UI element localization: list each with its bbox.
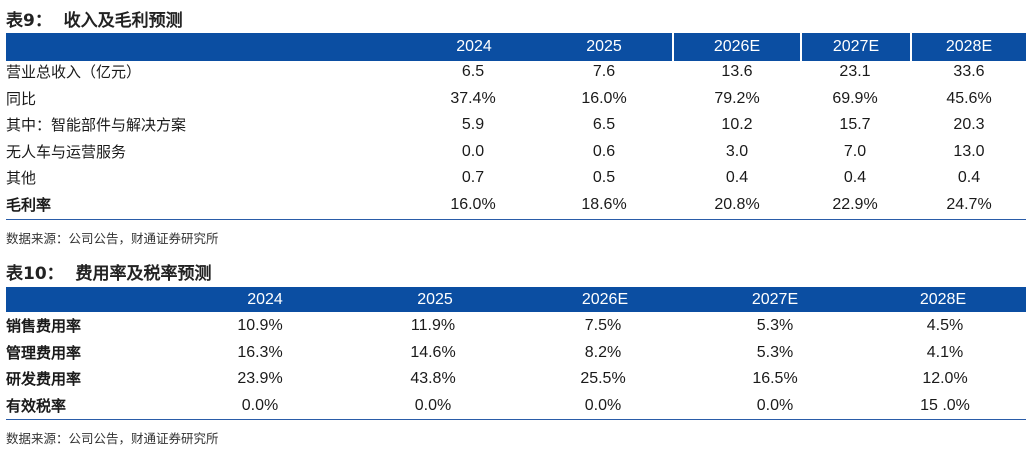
row-label: 其他 [6,169,37,187]
table-cell: 5.9 [461,116,485,133]
table-cell: 10.9% [237,317,283,334]
table-cell: 12.0% [922,370,968,387]
table2-header-row: 2024 2025 2026E 2027E 2028E [6,287,1026,312]
table-cell: 0.0% [414,396,452,414]
table-cell: 0.0% [241,396,279,414]
table1-header-2024: 2024 [456,38,492,55]
table-cell: 4.5% [926,317,964,334]
table-cell: 24.7% [946,195,992,213]
table-cell: 3.0 [725,142,749,160]
table-cell: 5.3% [756,343,794,361]
table2-header-2026e: 2026E [581,290,629,308]
table1-source: 数据来源：公司公告，财通证券研究所 [6,231,219,246]
table-cell: 16.3% [237,343,283,361]
table-cell: 5.3% [756,317,794,334]
table1-bottom-rule [6,219,1026,220]
table-cell: 18.6% [581,195,627,213]
table-cell: 13.6 [721,63,753,80]
table-cell: 0.6 [592,142,616,160]
table-cell: 6.5 [592,116,616,133]
table-cell: 0.4 [843,169,867,186]
row-label: 有效税率 [6,396,67,415]
table-row: 有效税率 0.0% 0.0% 0.0% 0.0% 15 .0% [6,393,1026,419]
table-cell: 15.7 [839,116,871,133]
table-cell: 16.0% [450,195,496,213]
row-label: 管理费用率 [6,343,82,362]
table2-bottom-rule [6,419,1026,420]
table-row: 其他 0.7 0.5 0.4 0.4 0.4 [6,165,1026,191]
table-row: 销售费用率 10.9% 11.9% 7.5% 5.3% 4.5% [6,313,1026,339]
table-cell: 0.7 [461,169,485,186]
table-cell: 4.1% [926,343,964,361]
table1-header-2026e: 2026E [713,38,761,55]
table-row: 研发费用率 23.9% 43.8% 25.5% 16.5% 12.0% [6,366,1026,392]
table-cell: 33.6 [953,63,985,80]
table-cell: 0.5 [592,169,616,186]
table-cell: 7.6 [592,63,616,80]
table2-header-2027e: 2027E [751,290,799,308]
table-cell: 69.9% [832,89,878,107]
table-cell: 37.4% [450,89,496,107]
table2-header-2025: 2025 [417,290,453,308]
table-cell: 79.2% [714,89,760,107]
table2-header-2028e: 2028E [919,290,967,308]
table1-header-row: 2024 2025 2026E 2027E 2028E [6,33,1026,61]
table-row: 营业总收入（亿元） 6.5 7.6 13.6 23.1 33.6 [6,59,1026,85]
row-label: 毛利率 [6,195,52,214]
table-cell: 7.5% [584,317,622,334]
table-row: 毛利率 16.0% 18.6% 20.8% 22.9% 24.7% [6,192,1026,218]
table-cell: 25.5% [580,370,626,387]
table-cell: 13.0 [953,142,985,160]
table-cell: 0.4 [957,169,981,186]
table-cell: 23.9% [237,370,283,387]
table-cell: 15 .0% [920,396,970,414]
row-label: 销售费用率 [6,317,82,335]
row-label: 营业总收入（亿元） [6,63,142,81]
row-label: 研发费用率 [6,370,82,388]
row-label: 无人车与运营服务 [6,142,127,161]
table-cell: 43.8% [410,370,456,387]
table-cell: 8.2% [584,343,622,361]
table-cell: 45.6% [946,89,992,107]
table-cell: 6.5 [461,63,485,80]
table-cell: 16.0% [581,89,627,107]
table-cell: 7.0 [843,142,867,160]
table-cell: 20.3 [953,116,985,133]
table-cell: 0.0% [756,396,794,414]
table-cell: 10.2 [721,116,753,133]
table2-source: 数据来源：公司公告，财通证券研究所 [6,431,219,446]
table-row: 同比 37.4% 16.0% 79.2% 69.9% 45.6% [6,86,1026,112]
table-cell: 23.1 [839,63,871,80]
table-cell: 16.5% [752,370,798,387]
row-label: 同比 [6,89,37,108]
table-row: 无人车与运营服务 0.0 0.6 3.0 7.0 13.0 [6,139,1026,165]
table-row: 管理费用率 16.3% 14.6% 8.2% 5.3% 4.1% [6,340,1026,366]
table-cell: 0.0% [584,396,622,414]
table-cell: 22.9% [832,195,878,213]
table-cell: 14.6% [410,343,456,361]
table1-header-2025: 2025 [586,38,622,55]
table-cell: 0.4 [725,169,749,186]
table-cell: 20.8% [714,195,760,213]
table-row: 其中：智能部件与解决方案 5.9 6.5 10.2 15.7 20.3 [6,112,1026,138]
table1-header-2027e: 2027E [832,38,880,55]
table-cell: 11.9% [410,317,456,334]
table2-title: 表10： 费用率及税率预测 [6,264,212,284]
table1-header-2028e: 2028E [945,38,993,55]
table-cell: 0.0 [461,142,485,160]
table2-header-2024: 2024 [247,290,283,308]
table1-title: 表9： 收入及毛利预测 [6,11,183,31]
row-label: 其中：智能部件与解决方案 [6,116,187,134]
